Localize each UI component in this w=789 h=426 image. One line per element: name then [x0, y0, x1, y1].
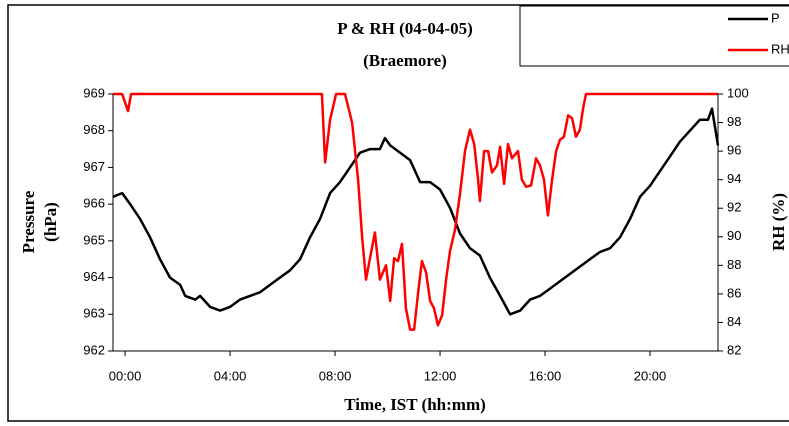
- y2-tick-label: 86: [727, 285, 741, 300]
- y-tick-label: 969: [83, 85, 105, 100]
- y-tick-label: 966: [83, 196, 105, 211]
- y2-axis-title: RH (%): [769, 193, 788, 251]
- y2-tick-label: 100: [727, 85, 749, 100]
- y-tick-label: 967: [83, 159, 105, 174]
- y-tick-label: 963: [83, 306, 105, 321]
- y-axis-title: Pressure: [19, 190, 38, 253]
- chart-subtitle: (Braemore): [363, 51, 447, 70]
- y-tick-label: 962: [83, 342, 105, 357]
- legend: [519, 5, 789, 67]
- x-tick-label: 12:00: [424, 368, 457, 383]
- x-tick-label: 04:00: [214, 368, 247, 383]
- y2-tick-label: 90: [727, 228, 741, 243]
- y2-tick-label: 96: [727, 143, 741, 158]
- y2-tick-label: 92: [727, 200, 741, 215]
- y2-tick-label: 98: [727, 114, 741, 129]
- y2-tick-label: 84: [727, 314, 741, 329]
- x-tick-label: 00:00: [109, 368, 142, 383]
- y-tick-label: 968: [83, 122, 105, 137]
- line-series: [113, 92, 718, 331]
- y-tick-label: 965: [83, 232, 105, 247]
- y2-tick-label: 94: [727, 171, 741, 186]
- x-tick-label: 08:00: [319, 368, 352, 383]
- x-axis-title: Time, IST (hh:mm): [344, 395, 486, 414]
- legend-label: RH: [771, 41, 789, 56]
- y-tick-label: 964: [83, 269, 105, 284]
- legend-label: P: [771, 10, 780, 25]
- y2-tick-label: 82: [727, 342, 741, 357]
- line-series: [112, 107, 720, 316]
- x-tick-label: 20:00: [634, 368, 667, 383]
- y-axis-title: (hPa): [41, 202, 60, 242]
- chart-title: P & RH (04-04-05): [337, 19, 473, 38]
- x-tick-label: 16:00: [529, 368, 562, 383]
- y2-tick-label: 88: [727, 257, 741, 272]
